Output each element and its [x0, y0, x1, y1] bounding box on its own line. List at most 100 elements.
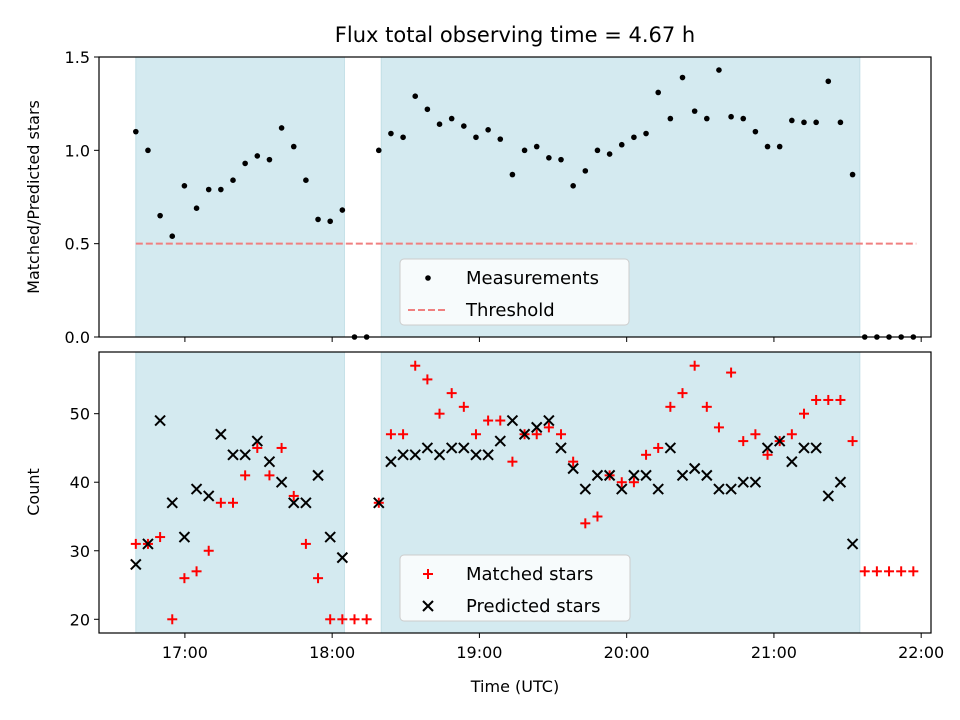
data-point-b — [482, 449, 494, 461]
data-point — [461, 123, 467, 129]
data-point-b — [288, 497, 300, 509]
data-point — [339, 207, 346, 213]
data-point — [191, 566, 202, 577]
data-point — [640, 469, 652, 482]
data-point-b — [834, 476, 847, 488]
data-point — [750, 429, 761, 440]
legend-label: Predicted stars — [466, 596, 600, 617]
data-point — [908, 566, 919, 577]
legend-box — [399, 258, 630, 326]
data-point — [133, 128, 139, 135]
y-tick-label: 30 — [70, 542, 90, 561]
data-point — [606, 151, 613, 157]
data-point — [448, 115, 455, 122]
data-point-b — [494, 435, 506, 447]
data-point — [252, 442, 263, 453]
data-point-b — [664, 442, 677, 454]
data-point — [603, 469, 616, 482]
data-point-b — [567, 462, 579, 475]
count-panel: 20 30 40 50 17:00 18:00 19:00 20:00 21:00 22:00 Ma… — [70, 351, 944, 662]
data-point — [215, 497, 226, 508]
data-point — [215, 428, 227, 440]
data-point — [400, 134, 406, 141]
x-tick-label: 22:00 — [898, 643, 944, 662]
data-point — [312, 469, 324, 482]
data-point — [641, 449, 652, 460]
data-point-b — [300, 497, 312, 509]
data-point — [643, 130, 649, 137]
data-point — [167, 614, 178, 625]
y-tick-label: 1.5 — [65, 48, 90, 67]
data-point — [190, 483, 203, 495]
data-point — [555, 442, 567, 454]
data-point — [679, 74, 686, 81]
data-point — [230, 177, 236, 183]
data-point — [789, 117, 795, 124]
data-point — [592, 511, 603, 522]
data-point-b — [251, 435, 264, 447]
data-point-b — [761, 442, 774, 454]
legend: Measurements Threshold — [399, 258, 630, 326]
data-point — [749, 476, 762, 488]
data-point-b — [543, 414, 555, 427]
data-point — [688, 462, 701, 475]
data-point — [825, 78, 832, 85]
data-point — [327, 218, 333, 225]
data-point — [786, 455, 798, 468]
data-point-b — [336, 551, 349, 564]
data-point — [276, 442, 287, 453]
data-point — [315, 216, 321, 223]
data-point — [290, 143, 297, 150]
data-point — [278, 125, 285, 131]
data-point-b — [324, 531, 336, 543]
x-tick-label: 21:00 — [751, 643, 797, 662]
data-point-b — [445, 442, 458, 454]
observing-window-0 — [135, 56, 345, 338]
y-tick-label: 0.5 — [65, 235, 90, 254]
data-point-b — [822, 490, 834, 502]
data-point — [701, 401, 712, 412]
data-point — [761, 442, 774, 454]
data-point — [470, 429, 481, 440]
data-point — [506, 414, 519, 427]
data-point — [677, 388, 688, 399]
data-point — [823, 394, 834, 405]
data-point — [228, 497, 239, 508]
data-point — [410, 360, 421, 371]
data-point — [375, 147, 382, 154]
data-point — [266, 156, 273, 163]
data-point-b — [154, 414, 166, 427]
data-point — [701, 469, 713, 482]
data-point — [725, 483, 737, 495]
data-point — [813, 119, 819, 126]
data-point — [704, 115, 710, 122]
data-point — [130, 538, 141, 549]
data-point-b — [555, 442, 567, 454]
data-point — [558, 156, 564, 163]
data-point — [203, 545, 214, 556]
data-point — [568, 456, 579, 467]
data-point — [303, 177, 309, 183]
data-point-b — [652, 483, 664, 495]
data-point — [871, 566, 882, 577]
data-point — [242, 160, 248, 167]
x-axis-label: Time (UTC) — [470, 677, 559, 696]
data-point-b — [202, 490, 215, 502]
data-point — [786, 429, 797, 440]
data-point — [145, 147, 151, 154]
data-point — [628, 477, 639, 488]
data-point-b — [628, 469, 640, 482]
data-point — [313, 573, 324, 584]
data-point — [798, 408, 809, 419]
data-point — [218, 186, 224, 193]
data-point — [155, 532, 166, 543]
data-point — [521, 147, 528, 154]
data-point — [385, 429, 396, 440]
data-point — [570, 183, 576, 189]
data-point — [412, 93, 419, 99]
legend-label: Matched stars — [466, 564, 593, 585]
data-point — [738, 436, 749, 447]
series-predicted-stars — [130, 414, 859, 571]
data-point-b — [713, 483, 725, 495]
data-point — [580, 518, 591, 529]
